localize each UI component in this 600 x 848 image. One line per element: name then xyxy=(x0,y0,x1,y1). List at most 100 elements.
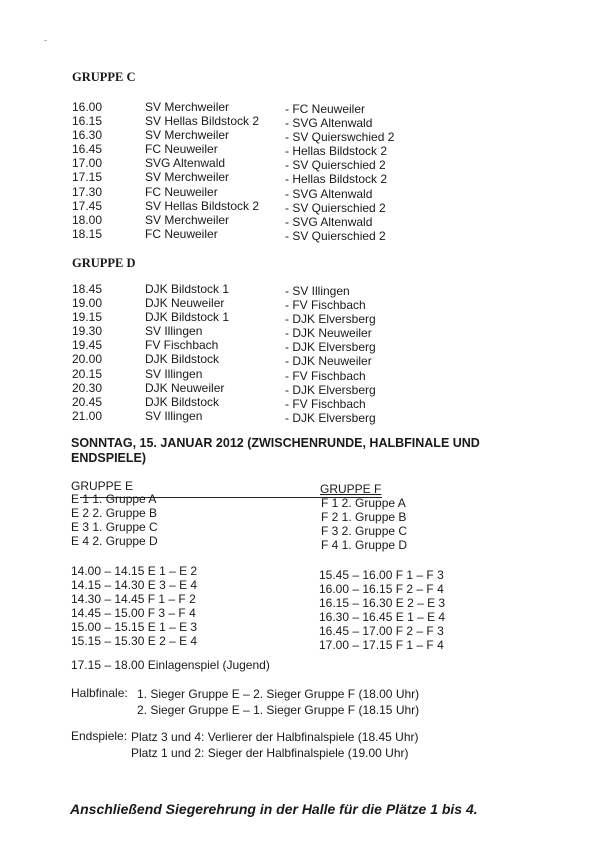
team-slot: E 3 1. Gruppe C xyxy=(71,520,158,535)
match-row: 20.30 DJK Neuweiler - DJK Elversberg xyxy=(72,380,452,397)
match-away: - SV Quierschied 2 xyxy=(285,200,386,215)
match-time: 19.15 xyxy=(72,310,103,325)
match-row: 19.15 DJK Bildstock 1 - DJK Elversberg xyxy=(72,310,452,327)
match-away: - DJK Neuweiler xyxy=(285,354,372,369)
match-home: DJK Bildstock 1 xyxy=(145,282,230,296)
halbfinale-list: 1. Sieger Gruppe E – 2. Sieger Gruppe F … xyxy=(137,686,419,718)
match-away: - SV Quierschied 2 xyxy=(285,228,386,243)
match-time: 18.15 xyxy=(72,226,103,241)
gruppe-d-heading: GRUPPE D xyxy=(72,256,136,270)
scan-mark xyxy=(44,40,47,41)
match-row: 16.30 SV Merchweiler - SV Quierswchied 2 xyxy=(72,128,452,145)
match-line: 14.30 – 14.45 F 1 – F 2 xyxy=(71,592,196,607)
match-away: - FC Neuweiler xyxy=(285,102,366,116)
match-line: 14.00 – 14.15 E 1 – E 2 xyxy=(71,564,198,578)
match-away: - DJK Elversberg xyxy=(285,340,376,355)
match-away: - FV Fischbach xyxy=(285,368,366,383)
match-away: - SV Quierswchied 2 xyxy=(285,130,395,145)
team-slot: F 1 2. Gruppe A xyxy=(321,496,406,510)
match-time: 19.00 xyxy=(72,296,103,311)
match-row: 19.30 SV Illingen - DJK Neuweiler xyxy=(72,324,452,340)
match-row: 17.30 FC Neuweiler - SVG Altenwald xyxy=(72,184,452,201)
match-line: 16.15 – 16.30 E 2 – E 3 xyxy=(319,596,446,611)
match-home: DJK Neuweiler xyxy=(145,296,225,311)
endspiele-label: Endspiele: xyxy=(71,729,128,743)
match-time: 18.45 xyxy=(72,282,103,296)
match-time: 20.30 xyxy=(72,380,103,395)
match-row: 20.00 DJK Bildstock - DJK Neuweiler xyxy=(72,352,452,369)
match-home: SV Merchweiler xyxy=(145,128,230,143)
halbfinale-match: 1. Sieger Gruppe E – 2. Sieger Gruppe F … xyxy=(137,687,420,701)
match-time: 20.45 xyxy=(72,394,103,409)
match-row: 17.15 SV Merchweiler - Hellas Bildstock 2 xyxy=(72,170,452,187)
match-away: - DJK Elversberg xyxy=(285,410,376,425)
match-time: 16.45 xyxy=(72,142,103,157)
match-home: FC Neuweiler xyxy=(145,184,218,199)
match-away: - SVG Altenwald xyxy=(285,214,373,229)
match-line: 15.45 – 16.00 F 1 – F 3 xyxy=(319,568,444,582)
einlagenspiel: 17.15 – 18.00 Einlagenspiel (Jugend) xyxy=(71,658,270,672)
gruppe-d-schedule: 18.45 DJK Bildstock 1 - SV Illingen 19.00 DJ… xyxy=(72,282,452,425)
match-row: 18.45 DJK Bildstock 1 - SV Illingen xyxy=(72,282,452,298)
match-row: 16.45 FC Neuweiler - Hellas Bildstock 2 xyxy=(72,142,452,158)
match-row: 19.00 DJK Neuweiler - FV Fischbach xyxy=(72,296,452,313)
match-time: 19.30 xyxy=(72,324,103,339)
match-time: 16.00 xyxy=(72,100,103,114)
match-line: 17.00 – 17.15 F 1 – F 4 xyxy=(319,638,444,653)
match-away: - FV Fischbach xyxy=(285,298,366,313)
match-row: 17.45 SV Hellas Bildstock 2 - SV Quierschi… xyxy=(72,198,452,215)
team-slot: E 2 2. Gruppe B xyxy=(71,506,158,521)
match-home: DJK Bildstock xyxy=(145,352,220,367)
match-time: 17.00 xyxy=(72,156,103,171)
match-line: 15.00 – 15.15 E 1 – E 3 xyxy=(71,620,198,635)
team-slot: F 2 1. Gruppe B xyxy=(321,510,407,525)
match-time: 17.30 xyxy=(72,184,103,199)
match-away: - SVG Altenwald xyxy=(285,116,373,131)
match-row: 16.00 SV Merchweiler - FC Neuweiler xyxy=(72,100,452,116)
match-away: - Hellas Bildstock 2 xyxy=(285,172,388,187)
sunday-heading-line1: SONNTAG, 15. JANUAR 2012 (ZWISCHENRUNDE,… xyxy=(71,436,480,450)
match-away: - SV Illingen xyxy=(285,284,350,298)
match-home: SV Hellas Bildstock 2 xyxy=(145,198,260,213)
match-away: - FV Fischbach xyxy=(285,396,366,411)
sunday-heading-line2: ENDSPIELE) xyxy=(71,451,147,465)
match-time: 21.00 xyxy=(72,408,103,423)
gruppe-f-heading: GRUPPE F xyxy=(320,482,382,496)
match-time: 17.15 xyxy=(72,170,103,185)
gruppe-c-heading: GRUPPE C xyxy=(72,70,136,84)
sunday-heading: SONNTAG, 15. JANUAR 2012 (ZWISCHENRUNDE,… xyxy=(71,436,480,466)
match-away: - DJK Elversberg xyxy=(285,382,376,397)
match-row: 16.15 SV Hellas Bildstock 2 - SVG Altenwal… xyxy=(72,114,452,131)
match-row: 17.00 SVG Altenwald - SV Quierschied 2 xyxy=(72,156,452,172)
halbfinale-label: Halbfinale: xyxy=(71,686,128,700)
match-time: 17.45 xyxy=(72,198,103,213)
match-time: 18.00 xyxy=(72,212,103,227)
match-row: 18.00 SV Merchweiler - SVG Altenwald xyxy=(72,212,452,229)
match-time: 16.15 xyxy=(72,114,103,129)
match-home: SV Merchweiler xyxy=(145,170,230,185)
team-slot: F 3 2. Gruppe C xyxy=(321,524,408,539)
team-slot: E 4 2. Gruppe D xyxy=(71,534,158,549)
match-line: 16.00 – 16.15 F 2 – F 4 xyxy=(319,582,444,597)
match-home: SVG Altenwald xyxy=(145,156,226,171)
match-home: SV Merchweiler xyxy=(145,100,230,114)
match-home: FC Neuweiler xyxy=(145,226,218,241)
match-line: 15.15 – 15.30 E 2 – E 4 xyxy=(71,634,198,649)
match-away: - DJK Elversberg xyxy=(285,312,376,327)
match-time: 19.45 xyxy=(72,338,103,353)
match-line: 16.45 – 17.00 F 2 – F 3 xyxy=(319,624,444,639)
match-time: 20.00 xyxy=(72,352,103,367)
team-slot: E 1 1. Gruppe A xyxy=(71,492,157,506)
endspiel-match: Platz 3 und 4: Verlierer der Halbfinalsp… xyxy=(131,730,419,744)
match-home: FC Neuweiler xyxy=(145,142,218,157)
match-away: - SVG Altenwald xyxy=(285,186,373,201)
gruppe-e-heading: GRUPPE E xyxy=(71,479,134,493)
underline-rule xyxy=(80,497,382,498)
match-row: 19.45 FV Fischbach - DJK Elversberg xyxy=(72,338,452,355)
endspiel-match: Platz 1 und 2: Sieger der Halbfinalspiel… xyxy=(131,746,409,760)
match-home: SV Hellas Bildstock 2 xyxy=(145,114,260,129)
match-row: 20.45 DJK Bildstock - FV Fischbach xyxy=(72,394,452,411)
match-home: SV Merchweiler xyxy=(145,212,230,227)
